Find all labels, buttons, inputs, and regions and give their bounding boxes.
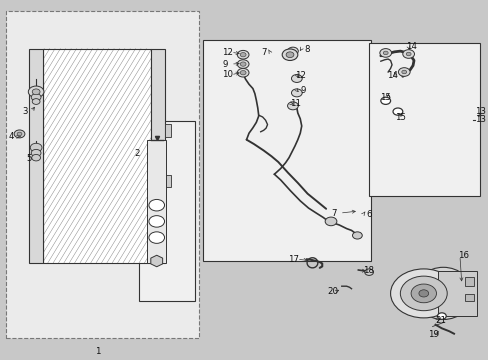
Bar bbox=[43, 49, 151, 263]
Circle shape bbox=[325, 217, 336, 226]
Text: 7: 7 bbox=[330, 209, 336, 217]
Circle shape bbox=[237, 60, 248, 68]
Circle shape bbox=[390, 269, 456, 318]
Circle shape bbox=[383, 51, 387, 55]
Circle shape bbox=[32, 89, 40, 95]
Bar bbox=[147, 140, 165, 263]
Text: 19: 19 bbox=[427, 330, 438, 338]
Circle shape bbox=[240, 71, 245, 75]
Circle shape bbox=[237, 50, 248, 59]
Bar bbox=[43, 49, 151, 263]
Circle shape bbox=[402, 50, 414, 58]
Circle shape bbox=[418, 290, 428, 297]
Text: 9: 9 bbox=[300, 86, 305, 95]
Text: 12: 12 bbox=[295, 71, 305, 80]
Bar bbox=[151, 49, 164, 263]
Text: 14: 14 bbox=[406, 42, 417, 51]
Text: 7: 7 bbox=[261, 48, 266, 57]
Circle shape bbox=[31, 149, 41, 157]
Polygon shape bbox=[150, 255, 163, 267]
Bar bbox=[202, 40, 370, 261]
Bar bbox=[368, 43, 479, 196]
Circle shape bbox=[149, 232, 164, 243]
Circle shape bbox=[291, 89, 302, 97]
Circle shape bbox=[352, 232, 362, 239]
Ellipse shape bbox=[413, 267, 471, 320]
Circle shape bbox=[287, 47, 298, 55]
Text: 15: 15 bbox=[395, 112, 406, 122]
Text: 10: 10 bbox=[222, 71, 233, 80]
Circle shape bbox=[392, 108, 402, 115]
Circle shape bbox=[406, 52, 410, 56]
Text: 12: 12 bbox=[222, 48, 233, 57]
Circle shape bbox=[291, 75, 302, 82]
Text: 21: 21 bbox=[434, 316, 446, 325]
Text: 2: 2 bbox=[134, 149, 140, 158]
Text: 15: 15 bbox=[379, 93, 390, 102]
Circle shape bbox=[285, 52, 293, 58]
Circle shape bbox=[400, 276, 447, 311]
Text: 5: 5 bbox=[27, 154, 32, 163]
Text: 16: 16 bbox=[457, 251, 468, 260]
Circle shape bbox=[240, 53, 245, 57]
Text: 8: 8 bbox=[304, 45, 309, 54]
Circle shape bbox=[240, 62, 245, 66]
Text: 17: 17 bbox=[287, 255, 299, 264]
Circle shape bbox=[401, 70, 406, 74]
Circle shape bbox=[379, 49, 391, 57]
Circle shape bbox=[380, 97, 390, 104]
Bar bbox=[6, 11, 198, 338]
Circle shape bbox=[30, 143, 42, 152]
Bar bbox=[139, 121, 195, 301]
Circle shape bbox=[437, 313, 446, 319]
Circle shape bbox=[14, 130, 25, 138]
Bar bbox=[438, 271, 476, 316]
Text: 3: 3 bbox=[22, 107, 28, 116]
Circle shape bbox=[149, 216, 164, 227]
Text: 13: 13 bbox=[474, 115, 485, 124]
Text: 1: 1 bbox=[95, 346, 100, 356]
Circle shape bbox=[32, 99, 40, 104]
Text: 13: 13 bbox=[473, 107, 485, 116]
Circle shape bbox=[17, 132, 22, 136]
Circle shape bbox=[398, 68, 409, 76]
Circle shape bbox=[31, 94, 41, 101]
Text: 4: 4 bbox=[9, 132, 14, 141]
Text: 6: 6 bbox=[366, 210, 371, 219]
Bar bbox=[29, 49, 43, 263]
Text: 14: 14 bbox=[386, 71, 397, 80]
Text: 18: 18 bbox=[362, 266, 373, 275]
Bar bbox=[164, 124, 170, 137]
Circle shape bbox=[237, 68, 248, 77]
Circle shape bbox=[28, 86, 44, 98]
Text: 11: 11 bbox=[289, 99, 300, 108]
Circle shape bbox=[287, 102, 298, 110]
Bar bbox=[164, 175, 170, 187]
Circle shape bbox=[149, 199, 164, 211]
Circle shape bbox=[364, 269, 373, 275]
Circle shape bbox=[410, 284, 436, 303]
Bar bbox=[465, 294, 473, 301]
Circle shape bbox=[282, 49, 297, 60]
Text: 20: 20 bbox=[326, 287, 337, 296]
Circle shape bbox=[32, 154, 41, 161]
Bar bbox=[465, 277, 473, 286]
Text: 9: 9 bbox=[222, 60, 227, 69]
